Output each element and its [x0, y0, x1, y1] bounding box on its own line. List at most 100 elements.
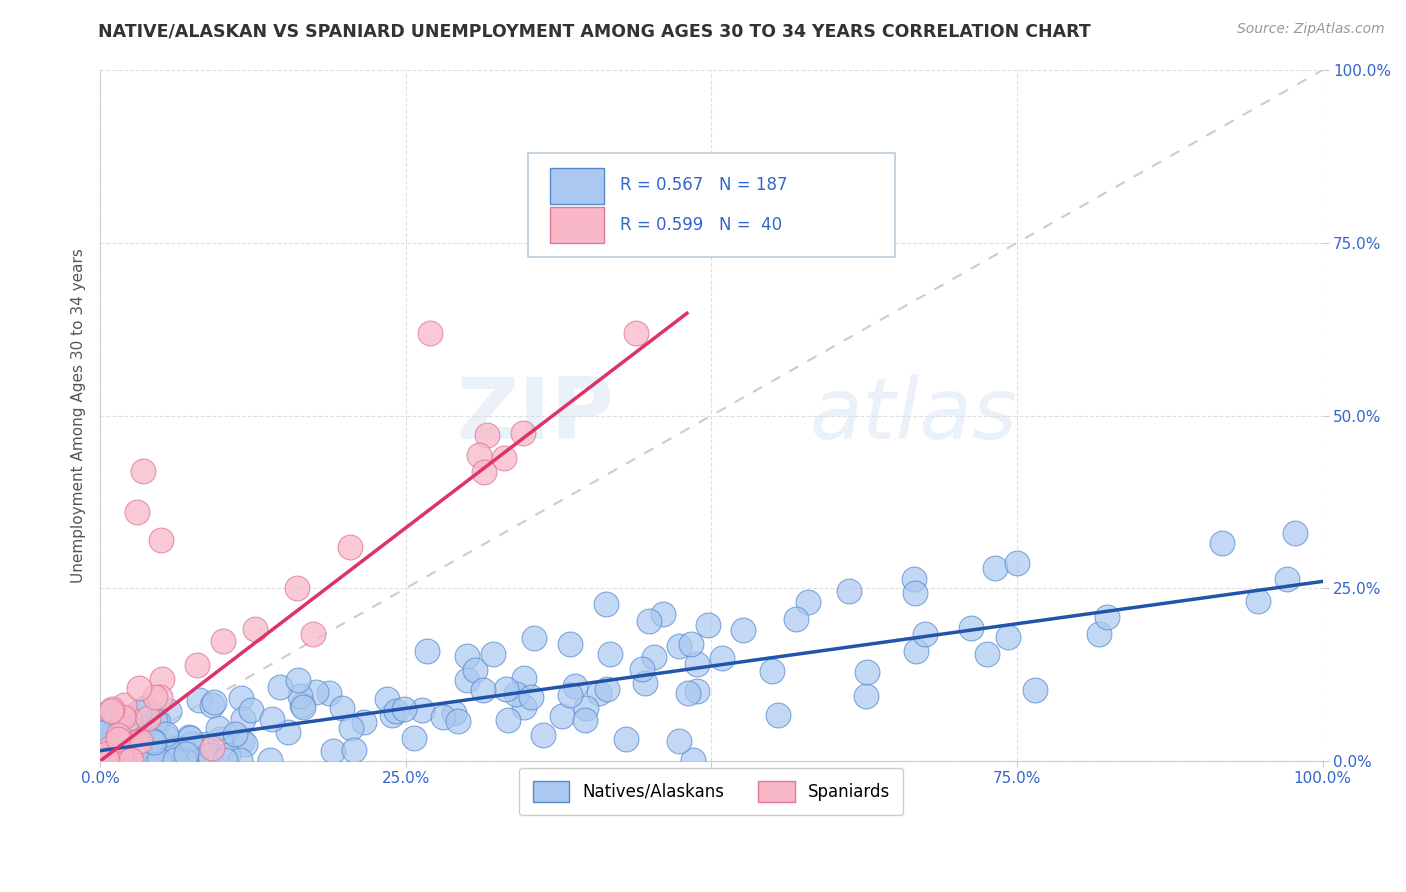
Point — [402, 731, 425, 745]
Text: atlas: atlas — [808, 374, 1017, 457]
Point — [173, 753, 195, 767]
Point — [120, 753, 142, 767]
Point — [472, 683, 495, 698]
Point — [142, 735, 165, 749]
Point — [229, 690, 252, 705]
Point — [651, 607, 673, 621]
Point — [588, 685, 610, 699]
Point — [107, 753, 129, 767]
Point — [98, 738, 121, 752]
Point — [129, 722, 152, 736]
Point — [1005, 556, 1028, 570]
Point — [96, 742, 118, 756]
Point — [343, 743, 366, 757]
Point — [984, 561, 1007, 575]
Point — [94, 752, 117, 766]
Point — [564, 679, 586, 693]
Point — [108, 750, 131, 764]
Point — [838, 584, 860, 599]
Point — [90, 738, 112, 752]
Point — [179, 731, 201, 745]
Point — [291, 699, 314, 714]
Point — [505, 688, 527, 702]
Point — [668, 639, 690, 653]
Point — [475, 428, 498, 442]
Point — [101, 702, 124, 716]
Point — [136, 711, 159, 725]
Point — [117, 753, 139, 767]
Point — [302, 627, 325, 641]
Point — [93, 753, 115, 767]
Point — [114, 739, 136, 754]
Point — [432, 710, 454, 724]
Point — [152, 744, 174, 758]
FancyBboxPatch shape — [550, 169, 603, 204]
Point — [132, 464, 155, 478]
Point — [114, 753, 136, 767]
Point — [91, 753, 114, 767]
Point — [697, 617, 720, 632]
Text: R = 0.567   N = 187: R = 0.567 N = 187 — [620, 177, 787, 194]
Point — [385, 704, 408, 718]
Point — [110, 753, 132, 767]
Point — [531, 728, 554, 742]
Point — [523, 632, 546, 646]
Text: Source: ZipAtlas.com: Source: ZipAtlas.com — [1237, 22, 1385, 37]
Point — [98, 737, 121, 751]
Point — [551, 709, 574, 723]
Point — [100, 735, 122, 749]
Point — [277, 725, 299, 739]
Point — [100, 741, 122, 756]
Point — [139, 747, 162, 761]
Point — [233, 737, 256, 751]
Point — [96, 730, 118, 744]
Point — [93, 753, 115, 767]
Point — [245, 622, 267, 636]
Point — [120, 753, 142, 767]
Point — [188, 692, 211, 706]
Point — [305, 685, 328, 699]
Point — [643, 649, 665, 664]
Point — [108, 733, 131, 747]
Point — [96, 753, 118, 767]
Point — [202, 695, 225, 709]
Point — [630, 662, 652, 676]
Point — [1087, 626, 1109, 640]
Point — [411, 703, 433, 717]
Point — [472, 466, 495, 480]
Point — [681, 636, 703, 650]
Point — [160, 753, 183, 767]
Point — [468, 448, 491, 462]
Point — [91, 752, 114, 766]
Point — [174, 747, 197, 761]
Point — [112, 698, 135, 712]
Point — [91, 726, 114, 740]
Point — [91, 753, 114, 767]
Point — [118, 748, 141, 763]
Point — [976, 647, 998, 661]
Point — [288, 690, 311, 704]
Point — [456, 648, 478, 663]
Point — [96, 735, 118, 749]
Point — [785, 612, 807, 626]
Point — [682, 753, 704, 767]
Point — [94, 753, 117, 767]
Point — [330, 701, 353, 715]
Point — [496, 713, 519, 727]
Point — [186, 753, 208, 767]
Y-axis label: Unemployment Among Ages 30 to 34 years: Unemployment Among Ages 30 to 34 years — [72, 248, 86, 583]
Point — [416, 644, 439, 658]
Point — [464, 663, 486, 677]
Point — [93, 738, 115, 752]
Point — [90, 753, 112, 767]
Point — [166, 740, 188, 755]
Text: R = 0.599   N =  40: R = 0.599 N = 40 — [620, 216, 782, 234]
Point — [107, 728, 129, 742]
Point — [117, 753, 139, 767]
Point — [131, 720, 153, 734]
Point — [560, 688, 582, 702]
Point — [1284, 525, 1306, 540]
Point — [97, 753, 120, 767]
Point — [93, 713, 115, 727]
Point — [259, 753, 281, 767]
